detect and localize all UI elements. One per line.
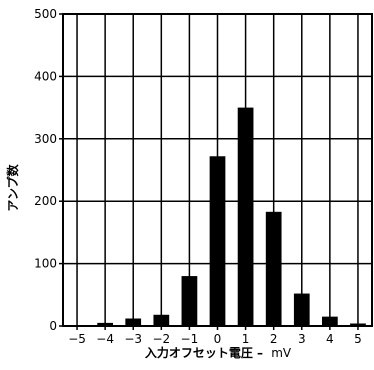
- x-tick-label: 3: [298, 332, 306, 346]
- x-tick-label: 4: [326, 332, 334, 346]
- bar-5: [350, 323, 366, 326]
- y-tick-label: 0: [49, 319, 57, 333]
- x-tick-label: 0: [214, 332, 222, 346]
- x-tick-label: −4: [96, 332, 114, 346]
- y-axis-label: アンプ数: [5, 163, 20, 211]
- x-tick-label: −5: [68, 332, 86, 346]
- y-tick-label: 200: [34, 194, 57, 208]
- bar-2: [265, 211, 282, 326]
- x-tick-label: −1: [181, 332, 199, 346]
- x-axis-ticks: −5 −4 −3 −2 −1 0 1 2 3 4 5: [68, 326, 362, 346]
- x-tick-label: 1: [242, 332, 250, 346]
- x-axis-label-unit: mV: [271, 346, 292, 360]
- x-tick-label: −3: [124, 332, 142, 346]
- y-axis-ticks: 0 100 200 300 400 500: [34, 7, 63, 333]
- y-tick-label: 300: [34, 132, 57, 146]
- bar--3: [125, 318, 142, 326]
- bar--1: [181, 276, 198, 326]
- x-tick-label: 2: [270, 332, 278, 346]
- bar-3: [293, 293, 310, 326]
- bars: [97, 107, 366, 326]
- bar--2: [153, 314, 170, 326]
- x-tick-label: −2: [152, 332, 170, 346]
- bar-1: [237, 107, 254, 326]
- x-axis-label: 入力オフセット電圧 – mV: [145, 345, 292, 360]
- y-tick-label: 100: [34, 257, 57, 271]
- y-tick-label: 500: [34, 7, 57, 21]
- bar--4: [97, 322, 114, 326]
- bar-4: [321, 316, 338, 326]
- bar-0: [209, 156, 226, 326]
- x-axis-label-main: 入力オフセット電圧 –: [145, 345, 263, 360]
- x-tick-label: 5: [354, 332, 362, 346]
- y-tick-label: 400: [34, 69, 57, 83]
